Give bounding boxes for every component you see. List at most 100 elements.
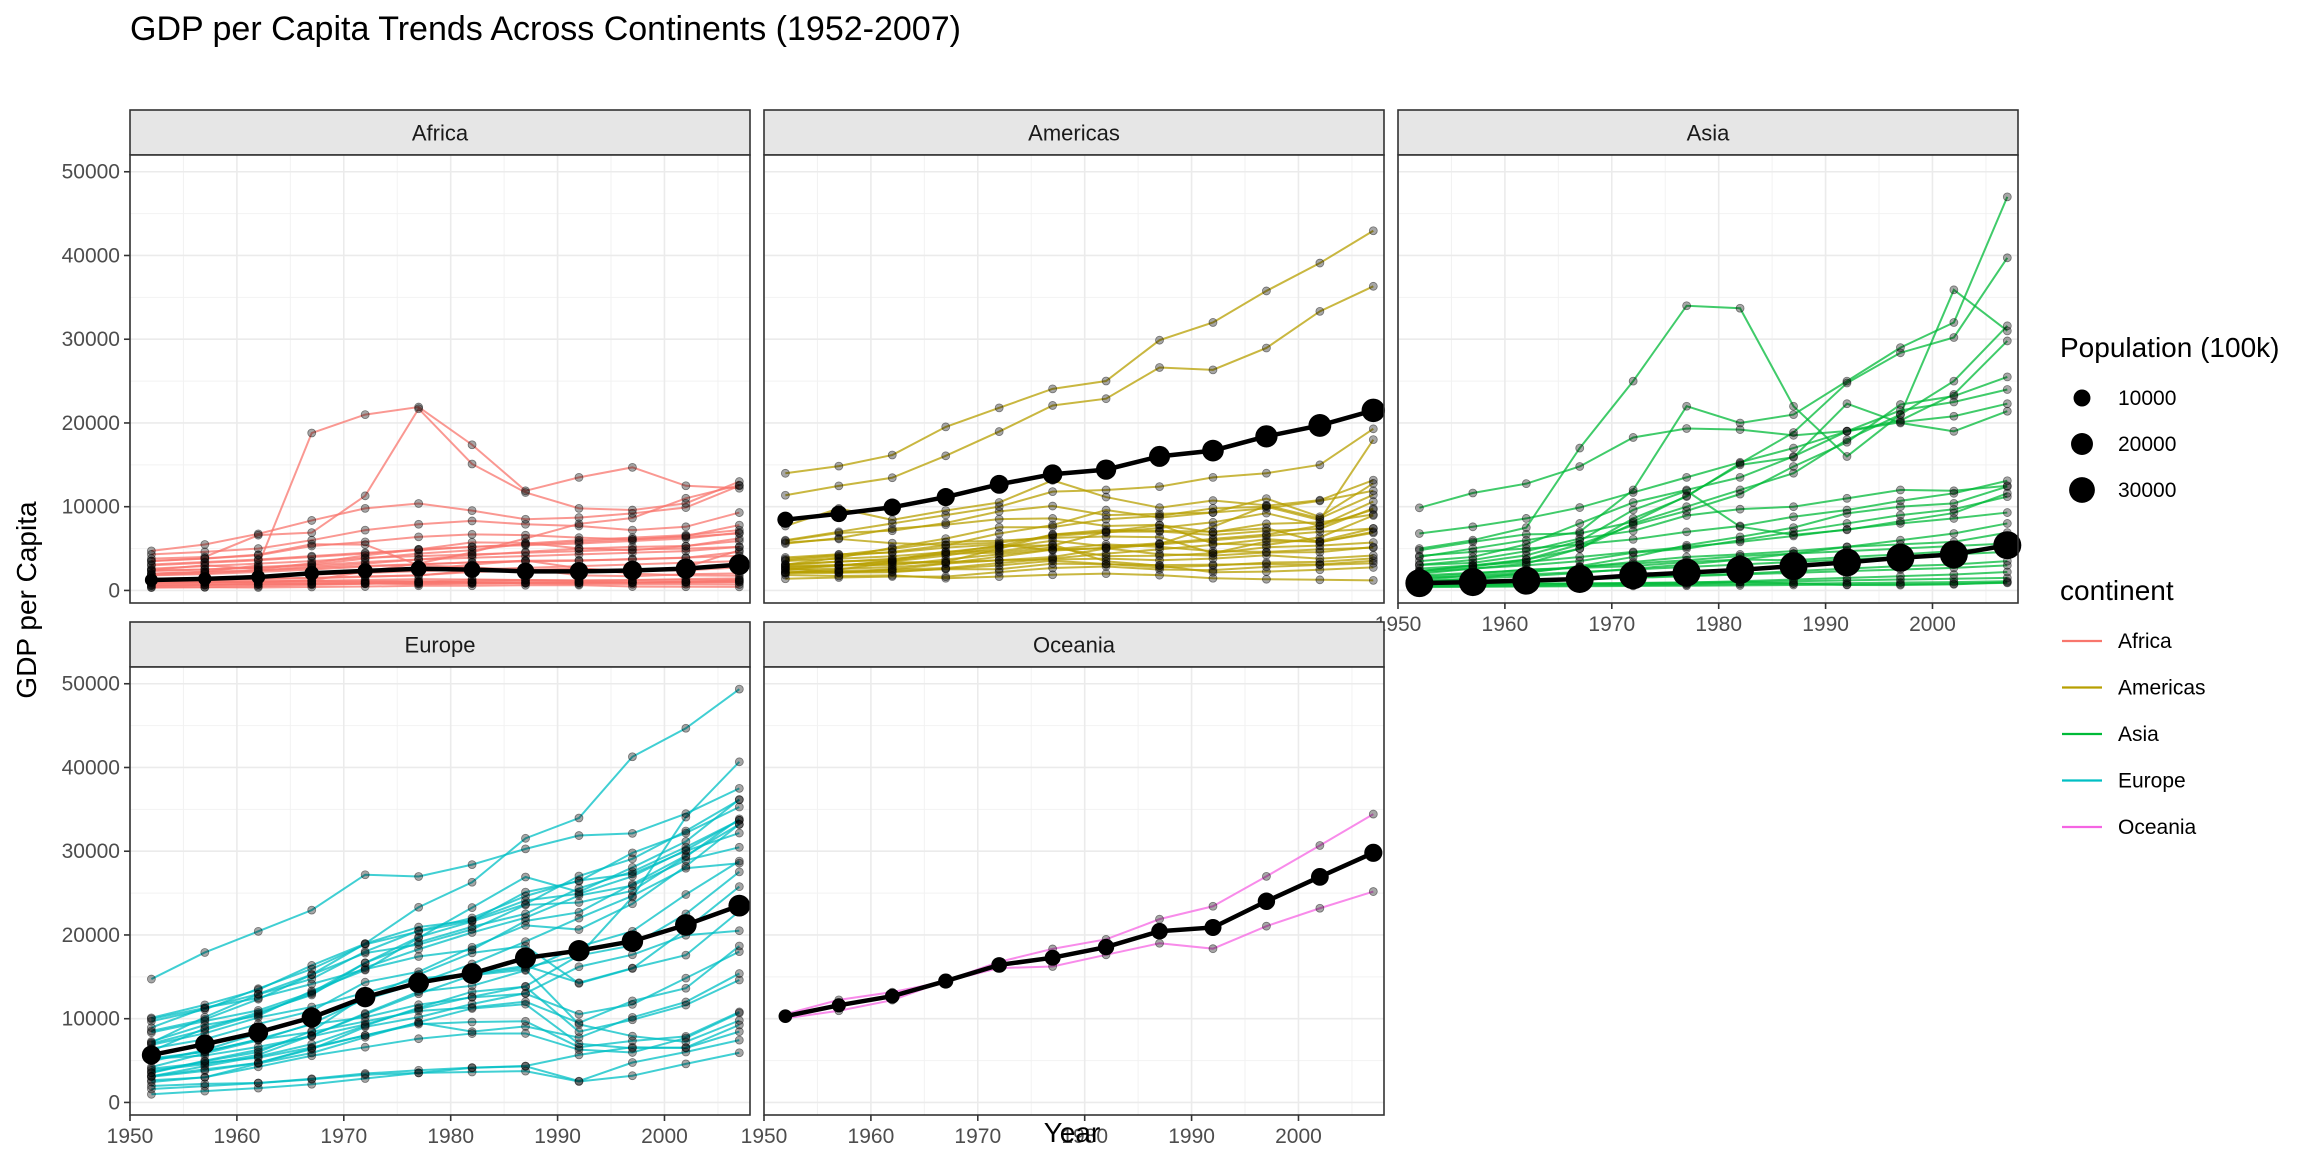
- mean-point: [141, 1045, 161, 1065]
- country-point: [1101, 539, 1111, 549]
- country-point: [467, 578, 477, 588]
- country-line-americas-23: [785, 500, 1374, 546]
- country-point: [360, 1030, 370, 1040]
- country-point: [994, 561, 1004, 570]
- country-point: [1896, 416, 1905, 425]
- country-point: [2002, 336, 2012, 346]
- country-point: [1789, 530, 1798, 540]
- mean-point: [354, 986, 376, 1008]
- country-point: [628, 891, 637, 901]
- country-point: [994, 567, 1004, 577]
- country-point: [307, 552, 317, 562]
- country-point: [1896, 519, 1905, 528]
- country-point: [2002, 508, 2012, 517]
- country-point: [146, 1071, 156, 1081]
- country-point: [994, 550, 1004, 559]
- country-point: [574, 1039, 584, 1049]
- country-point: [360, 1012, 370, 1022]
- country-point: [1048, 533, 1058, 543]
- country-point: [1262, 494, 1271, 503]
- country-point: [628, 545, 637, 554]
- country-point: [1155, 509, 1164, 519]
- country-point: [734, 1048, 744, 1058]
- country-point: [1468, 522, 1478, 532]
- size-legend-label-10000: 10000: [2118, 387, 2176, 410]
- country-point: [1735, 537, 1745, 547]
- country-point: [1101, 541, 1111, 551]
- country-point: [360, 548, 370, 558]
- country-point: [574, 521, 584, 531]
- country-point: [521, 539, 530, 548]
- legend: Population (100k) 10000 20000 30000 contin…: [2060, 332, 2279, 839]
- mean-point: [1257, 892, 1276, 910]
- strip-label-asia: Asia: [1687, 121, 1731, 146]
- country-point: [1315, 527, 1325, 537]
- country-point: [681, 826, 691, 836]
- country-point: [681, 1043, 691, 1052]
- country-point: [681, 534, 691, 543]
- y-tick-label: 0: [108, 579, 120, 602]
- country-point: [1368, 226, 1378, 236]
- country-point: [994, 572, 1004, 581]
- country-point: [734, 533, 744, 543]
- country-point: [253, 1078, 263, 1088]
- country-line-americas-20: [785, 554, 1374, 575]
- country-point: [200, 552, 210, 562]
- country-point: [360, 1009, 370, 1019]
- country-point: [1315, 496, 1325, 506]
- country-point: [1949, 508, 1959, 518]
- country-point: [1789, 462, 1798, 471]
- country-point: [1155, 570, 1164, 580]
- country-point: [521, 872, 530, 882]
- country-point: [681, 531, 691, 541]
- country-line-africa-16: [151, 545, 740, 570]
- country-point: [1896, 343, 1905, 352]
- country-point: [887, 551, 897, 561]
- country-point: [1208, 496, 1218, 505]
- country-point: [1949, 570, 1959, 579]
- y-tick-label: 40000: [62, 756, 120, 779]
- country-line-europe-19: [151, 972, 740, 1070]
- country-point: [1315, 515, 1325, 525]
- country-point: [734, 582, 744, 592]
- country-point: [360, 525, 370, 535]
- mean-point: [1458, 568, 1487, 597]
- country-point: [1896, 571, 1905, 581]
- country-point: [200, 1081, 210, 1091]
- country-point: [1896, 400, 1905, 409]
- country-point: [780, 565, 790, 575]
- country-point: [307, 1027, 317, 1037]
- country-point: [941, 555, 951, 564]
- country-point: [1628, 485, 1638, 495]
- mean-point: [251, 570, 266, 585]
- country-point: [734, 525, 744, 535]
- country-point: [307, 961, 317, 970]
- country-point: [146, 1081, 156, 1091]
- country-point: [146, 554, 156, 564]
- mean-point: [1619, 561, 1648, 590]
- country-point: [1048, 545, 1058, 554]
- mean-point: [778, 1009, 793, 1024]
- country-point: [1315, 512, 1325, 522]
- country-point: [1896, 348, 1905, 358]
- country-point: [1575, 552, 1585, 562]
- country-point: [834, 528, 844, 538]
- country-point: [1262, 508, 1271, 518]
- country-point: [360, 965, 370, 975]
- country-point: [253, 550, 263, 560]
- country-point: [1896, 485, 1905, 495]
- country-point: [360, 1069, 370, 1078]
- mean-point: [463, 561, 481, 578]
- country-point: [253, 559, 263, 569]
- country-point: [467, 516, 477, 526]
- x-tick-label: 1970: [1588, 613, 1635, 636]
- mean-point: [675, 914, 697, 936]
- country-point: [574, 907, 584, 917]
- country-point: [467, 1063, 477, 1073]
- mean-point: [568, 940, 590, 962]
- country-point: [628, 1036, 637, 1046]
- country-point: [1208, 901, 1218, 911]
- country-point: [1368, 281, 1378, 291]
- mean-point: [622, 560, 643, 581]
